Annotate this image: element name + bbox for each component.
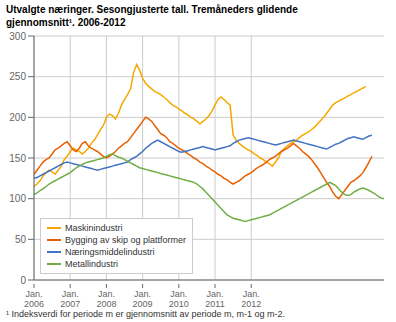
svg-text:Jan.2008: Jan.2008 xyxy=(96,289,116,308)
svg-text:250: 250 xyxy=(9,71,26,82)
svg-text:Jan.2011: Jan.2011 xyxy=(205,289,224,308)
svg-text:Jan.2010: Jan.2010 xyxy=(169,289,189,308)
svg-text:200: 200 xyxy=(9,112,26,123)
svg-text:150: 150 xyxy=(9,153,26,164)
html-text:Bygging av skip og plattformer: Bygging av skip og plattformer xyxy=(65,235,187,245)
html-text:Næringsmiddelindustri: Næringsmiddelindustri xyxy=(65,247,155,257)
svg-text:100: 100 xyxy=(9,193,26,204)
svg-text:0: 0 xyxy=(20,275,26,286)
svg-text:Jan.2009: Jan.2009 xyxy=(133,289,153,308)
svg-text:300: 300 xyxy=(9,31,26,42)
svg-text:Jan.2012: Jan.2012 xyxy=(241,289,261,308)
svg-text:Jan.2007: Jan.2007 xyxy=(60,289,80,308)
svg-text:Jan.2006: Jan.2006 xyxy=(24,289,44,308)
svg-text:50: 50 xyxy=(15,234,27,245)
html-text:gjennomsnitt¹. 2006-2012: gjennomsnitt¹. 2006-2012 xyxy=(6,17,126,28)
html-text:Metallindustri: Metallindustri xyxy=(65,259,118,269)
html-text:Maskinindustri: Maskinindustri xyxy=(65,223,123,233)
html-text:Utvalgte næringer. Sesongjuste: Utvalgte næringer. Sesongjusterte tall. … xyxy=(6,4,298,15)
html-text:¹ Indeksverdi for periode m er: ¹ Indeksverdi for periode m er gjennomsn… xyxy=(6,309,286,319)
